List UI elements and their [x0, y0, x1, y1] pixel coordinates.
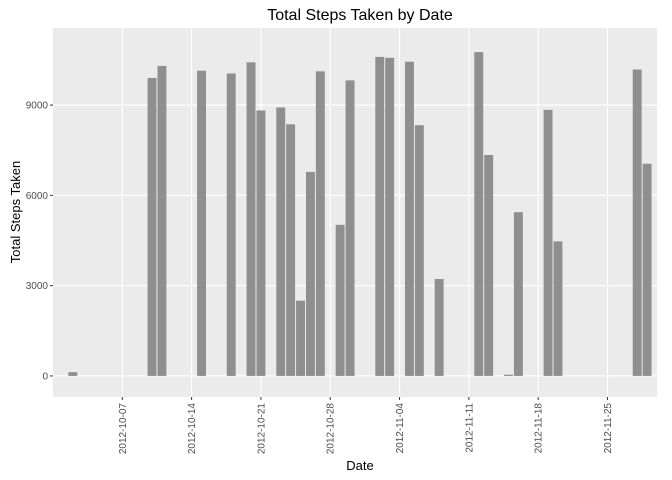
x-tick-label: 2012-10-28 [326, 403, 337, 455]
bar [405, 61, 414, 376]
x-tick-label: 2012-10-14 [187, 403, 198, 455]
bar [315, 71, 325, 376]
bar [147, 77, 157, 376]
y-tick-label: 3000 [26, 281, 49, 292]
bar [197, 70, 206, 376]
bar [286, 124, 296, 376]
bar [276, 107, 286, 376]
bar [375, 56, 385, 376]
y-tick-label: 6000 [26, 191, 49, 202]
bar [246, 62, 256, 376]
bar [305, 171, 315, 376]
bar [553, 241, 563, 376]
bar [296, 300, 305, 376]
x-tick-label: 2012-10-21 [256, 403, 267, 455]
bar [226, 73, 236, 376]
bar [642, 163, 652, 376]
bar [474, 52, 484, 376]
x-axis-label: Date [346, 458, 373, 473]
bar [157, 65, 167, 376]
bar [68, 372, 78, 376]
y-tick-label: 9000 [26, 101, 49, 112]
bar [335, 224, 345, 376]
bar [256, 110, 266, 376]
x-tick-label: 2012-11-18 [534, 403, 545, 454]
bar [414, 125, 424, 376]
plot-background [53, 28, 657, 397]
x-tick-label: 2012-10-07 [118, 403, 129, 455]
y-axis-label: Total Steps Taken [8, 161, 23, 263]
chart-title: Total Steps Taken by Date [267, 7, 453, 24]
bar [632, 69, 642, 376]
x-tick-label: 2012-11-25 [603, 403, 614, 454]
bar [345, 80, 355, 376]
x-tick-label: 2012-11-11 [464, 403, 475, 453]
bar [513, 212, 523, 376]
bar [385, 57, 395, 376]
bar [504, 374, 513, 376]
y-tick-label: 0 [42, 371, 48, 382]
bar [543, 109, 553, 376]
bar [484, 155, 494, 376]
x-tick-label: 2012-11-04 [395, 403, 406, 454]
bar [434, 279, 444, 376]
